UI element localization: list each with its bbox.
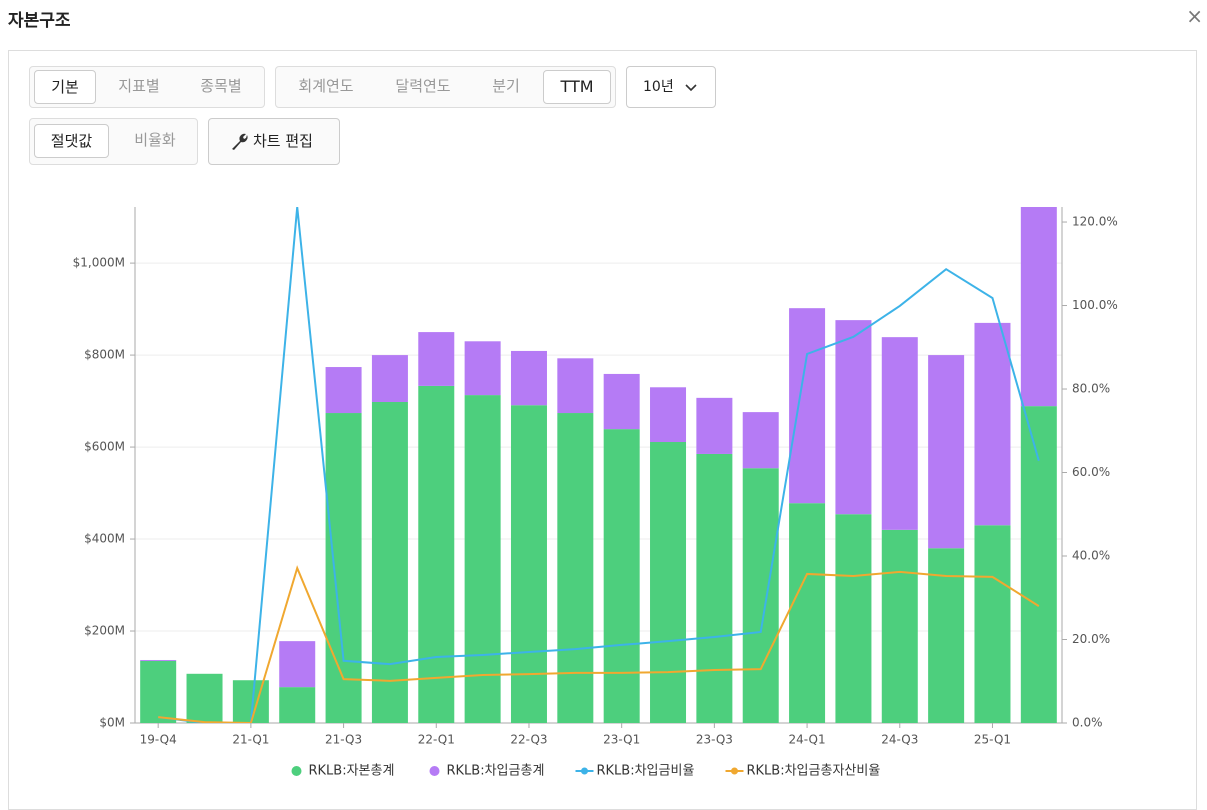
tab[interactable]: 종목별 (200, 77, 242, 95)
tab[interactable]: 달력연도 (395, 77, 451, 95)
x-tick-label: 22-Q1 (418, 733, 455, 747)
legend-label: RKLB:차입금총자산비율 (747, 764, 881, 779)
bar (974, 322, 1011, 526)
x-tick-label: 19-Q4 (140, 733, 177, 747)
y2-tick-label: 20.0% (1072, 632, 1110, 646)
x-tick-label: 24-Q1 (789, 733, 826, 747)
tab[interactable]: TTM (543, 70, 611, 104)
tab[interactable]: 분기 (492, 77, 520, 95)
bar (371, 401, 408, 723)
bar (835, 320, 872, 515)
plot-area (140, 207, 1057, 723)
range-dropdown[interactable]: 10년 (626, 66, 716, 108)
bar (371, 355, 408, 402)
legend-label: RKLB:차입금총계 (447, 764, 545, 779)
tab[interactable]: 회계연도 (298, 77, 354, 95)
bar (789, 503, 826, 723)
edit-button[interactable]: 차트 편집 (208, 118, 340, 165)
legend-marker (581, 767, 588, 775)
wrench-icon (232, 133, 248, 150)
bar (742, 412, 779, 469)
y-tick-label: $0M (99, 716, 125, 730)
edit-label: 차트 편집 (253, 132, 313, 150)
y2-tick-label: 0.0% (1072, 716, 1103, 730)
bar (603, 373, 640, 430)
y2-tick-label: 40.0% (1072, 549, 1110, 563)
y-tick-label: $200M (84, 624, 125, 638)
bar (696, 453, 733, 723)
bar (418, 385, 455, 723)
line (158, 565, 1040, 723)
tab[interactable]: 지표별 (118, 77, 160, 95)
x-tick-label: 21-Q1 (232, 733, 269, 747)
tab[interactable]: 기본 (34, 70, 96, 104)
bar (464, 341, 501, 396)
bar (1020, 406, 1057, 723)
legend-label: RKLB:자본총계 (309, 764, 395, 779)
legend-marker (731, 767, 738, 775)
bar (603, 429, 640, 723)
chart: $0M $200M $400M $600M $800M $1,000M 0.0% 20.0% 4… (73, 207, 1118, 779)
bar (974, 525, 1011, 723)
dialog-title: 자본구조 (8, 11, 71, 31)
bar (928, 548, 965, 723)
y2-tick-label: 60.0% (1072, 465, 1110, 479)
y2-tick-label: 80.0% (1072, 382, 1110, 396)
bar (510, 405, 547, 723)
range-label: 10년 (643, 79, 674, 95)
tab[interactable]: 비율화 (134, 131, 176, 149)
bar (696, 397, 733, 454)
bar (557, 358, 594, 414)
bar (186, 673, 223, 723)
chevron (685, 84, 697, 92)
bar (881, 337, 918, 530)
x-tick-label: 23-Q1 (603, 733, 640, 747)
bar (557, 413, 594, 723)
line (158, 207, 1040, 723)
bar (325, 413, 362, 723)
x-tick-label: 24-Q3 (881, 733, 918, 747)
bar (418, 332, 455, 386)
tab[interactable]: 절댓값 (34, 124, 109, 158)
x-tick-label: 25-Q1 (974, 733, 1011, 747)
legend-marker (291, 766, 302, 776)
bar (464, 395, 501, 723)
bar (1020, 207, 1057, 407)
x-tick-label: 22-Q3 (510, 733, 547, 747)
bar (835, 514, 872, 723)
bar (650, 387, 687, 443)
bar (279, 641, 316, 688)
bar (742, 468, 779, 723)
bar (279, 687, 316, 723)
y-tick-label: $800M (84, 348, 125, 362)
x-tick-label: 21-Q3 (325, 733, 362, 747)
bar (789, 308, 826, 504)
close-button[interactable]: × (1186, 4, 1203, 28)
x-tick-label: 23-Q3 (696, 733, 733, 747)
bar (881, 529, 918, 723)
page: 자본구조 × 기본 지표별 종목별 회계연도 달력연도 분기 TTM 10년 절… (8, 4, 1203, 810)
bar (140, 659, 177, 661)
y-tick-label: $1,000M (73, 256, 125, 270)
legend-marker (429, 766, 440, 776)
y2-tick-label: 100.0% (1072, 298, 1118, 312)
bar (510, 350, 547, 406)
y-tick-label: $600M (84, 440, 125, 454)
bar (928, 355, 965, 549)
bar (325, 367, 362, 414)
bar (140, 660, 177, 723)
y2-tick-label: 120.0% (1072, 215, 1118, 229)
legend-label: RKLB:차입금비율 (597, 764, 695, 779)
y-tick-label: $400M (84, 532, 125, 546)
bar (650, 442, 687, 723)
